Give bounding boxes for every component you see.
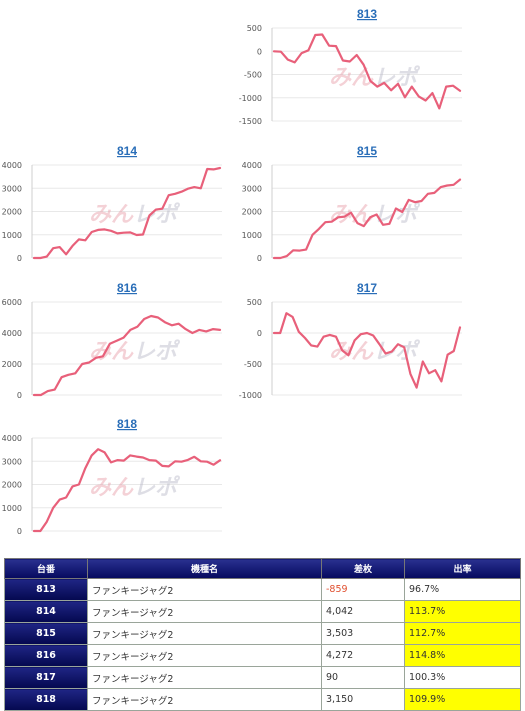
y-tick-label: 2000	[2, 208, 22, 217]
machine-no-cell: 816	[4, 644, 88, 667]
model-name-cell: ファンキージャグ2	[87, 688, 322, 711]
table-row: 815 ファンキージャグ2 3,503 112.7%	[4, 622, 521, 645]
series-line	[32, 448, 222, 533]
diff-cell: 90	[321, 666, 405, 689]
series-line	[272, 33, 462, 110]
chart-818: 818 4000 3000 2000 1000 0 みんレポ	[0, 414, 230, 542]
diff-cell: -859	[321, 578, 405, 601]
table-row: 814 ファンキージャグ2 4,042 113.7%	[4, 600, 521, 623]
machine-no-cell: 814	[4, 600, 88, 623]
series-line	[32, 166, 222, 260]
table-row: 817 ファンキージャグ2 90 100.3%	[4, 666, 521, 689]
chart-title[interactable]: 817	[357, 281, 377, 295]
chart-title[interactable]: 816	[117, 281, 137, 295]
machine-no-cell: 813	[4, 578, 88, 601]
chart-815: 815 4000 3000 2000 1000 0 みんレポ	[240, 141, 470, 269]
y-tick-label: -1500	[239, 117, 262, 126]
y-tick-label: 1000	[2, 231, 22, 240]
header-model-name: 機種名	[87, 558, 322, 579]
y-tick-label: 4000	[2, 161, 22, 170]
chart-title[interactable]: 814	[117, 144, 137, 158]
table-row: 816 ファンキージャグ2 4,272 114.8%	[4, 644, 521, 667]
table-header-row: 台番 機種名 差枚 出率	[4, 558, 521, 579]
chart-title[interactable]: 818	[117, 417, 137, 431]
model-name-cell: ファンキージャグ2	[87, 600, 322, 623]
machine-no-cell: 815	[4, 622, 88, 645]
y-tick-label: 3000	[2, 184, 22, 193]
model-name-cell: ファンキージャグ2	[87, 666, 322, 689]
y-tick-label: -1000	[239, 391, 262, 400]
chart-title[interactable]: 813	[357, 7, 377, 21]
y-tick-label: -500	[244, 71, 262, 80]
y-tick-label: 2000	[2, 360, 22, 369]
y-tick-label: 6000	[2, 298, 22, 307]
table-row: 818 ファンキージャグ2 3,150 109.9%	[4, 688, 521, 711]
y-tick-label: 0	[17, 254, 22, 263]
diff-cell: 3,503	[321, 622, 405, 645]
y-tick-label: 4000	[2, 329, 22, 338]
machine-no-cell: 818	[4, 688, 88, 711]
y-tick-label: 500	[247, 24, 262, 33]
y-tick-label: 3000	[242, 184, 262, 193]
rate-cell: 96.7%	[404, 578, 521, 601]
series-line	[272, 312, 462, 389]
header-machine-no: 台番	[4, 558, 88, 579]
series-line	[272, 178, 462, 260]
model-name-cell: ファンキージャグ2	[87, 578, 322, 601]
model-name-cell: ファンキージャグ2	[87, 622, 322, 645]
machine-no-cell: 817	[4, 666, 88, 689]
chart-816: 816 6000 4000 2000 0 みんレポ	[0, 278, 230, 406]
y-tick-label: 4000	[242, 161, 262, 170]
y-tick-label: -500	[244, 360, 262, 369]
y-tick-label: 0	[17, 391, 22, 400]
chart-title[interactable]: 815	[357, 144, 377, 158]
y-tick-label: 0	[257, 329, 262, 338]
y-tick-label: 0	[257, 47, 262, 56]
results-table: 台番 機種名 差枚 出率 813 ファンキージャグ2 -859 96.7% 814 ファン…	[4, 558, 521, 711]
watermark-logo: みんレポ	[329, 339, 421, 365]
y-tick-label: 0	[17, 527, 22, 536]
diff-cell: 3,150	[321, 688, 405, 711]
header-diff: 差枚	[321, 558, 405, 579]
y-tick-label: 2000	[242, 208, 262, 217]
y-tick-label: 500	[247, 298, 262, 307]
rate-cell: 112.7%	[404, 622, 521, 645]
y-tick-label: 1000	[2, 504, 22, 513]
watermark-logo: みんレポ	[89, 475, 181, 501]
chart-813: 813 500 0 -500 -1000 -1500 みんレポ	[239, 4, 470, 132]
chart-814: 814 4000 3000 2000 1000 0 みんレポ	[0, 141, 230, 269]
y-tick-label: 0	[257, 254, 262, 263]
rate-cell: 109.9%	[404, 688, 521, 711]
diff-cell: 4,272	[321, 644, 405, 667]
table-row: 813 ファンキージャグ2 -859 96.7%	[4, 578, 521, 601]
y-tick-label: 3000	[2, 457, 22, 466]
watermark-logo: みんレポ	[89, 339, 181, 365]
rate-cell: 113.7%	[404, 600, 521, 623]
rate-cell: 114.8%	[404, 644, 521, 667]
y-tick-label: 1000	[242, 231, 262, 240]
rate-cell: 100.3%	[404, 666, 521, 689]
chart-817: 817 500 0 -500 -1000 みんレポ	[239, 278, 470, 406]
y-tick-label: 4000	[2, 434, 22, 443]
header-rate: 出率	[404, 558, 521, 579]
y-tick-label: 2000	[2, 481, 22, 490]
model-name-cell: ファンキージャグ2	[87, 644, 322, 667]
y-tick-label: -1000	[239, 94, 262, 103]
diff-cell: 4,042	[321, 600, 405, 623]
watermark-logo: みんレポ	[329, 65, 421, 91]
series-line	[32, 314, 222, 397]
watermark-logo: みんレポ	[89, 202, 181, 228]
